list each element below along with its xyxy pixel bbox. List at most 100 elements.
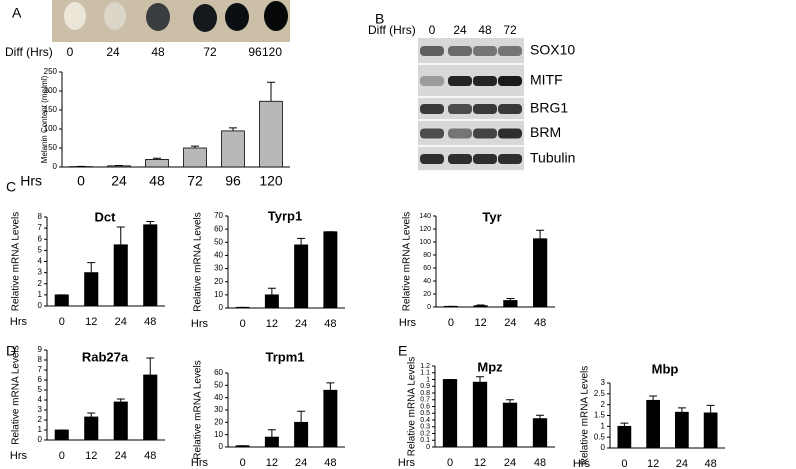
x-tick-label: 24: [676, 458, 688, 469]
pellet: [225, 3, 249, 31]
bar: [703, 412, 718, 449]
bar: [113, 244, 128, 307]
band: [420, 154, 444, 164]
error-bar: [267, 81, 275, 102]
blot-row-label: BRM: [530, 124, 561, 140]
y-tick-label: 6: [38, 234, 43, 243]
x-tick-label: 48: [324, 457, 336, 469]
band: [448, 46, 472, 56]
bar: [54, 294, 69, 307]
chart-title: Mbp: [652, 361, 679, 376]
error-bar: [153, 157, 161, 160]
x-tick-label: 0: [240, 318, 246, 330]
lane-label: 96: [248, 45, 262, 59]
bar: [183, 147, 207, 168]
error-bar: [476, 304, 485, 306]
bar: [145, 158, 169, 168]
y-tick-label: 50: [48, 143, 57, 152]
y-tick-label: 0: [38, 301, 43, 310]
y-tick-label: 120: [419, 226, 431, 233]
lane-label: 24: [453, 23, 467, 37]
y-tick-label: 60: [214, 368, 223, 377]
x-tick-label: 12: [266, 457, 278, 469]
y-tick-label: 0.1: [420, 437, 430, 444]
y-tick-label: 4: [38, 257, 43, 266]
x-tick-label: 0: [240, 457, 246, 469]
error-bar: [476, 376, 484, 383]
y-tick-label: 0: [38, 435, 43, 444]
pellet: [193, 4, 217, 32]
y-axis-label: Relative mRNA Levels: [11, 345, 22, 444]
y-tick-label: 20: [214, 277, 223, 286]
error-bar: [87, 412, 96, 417]
band: [473, 76, 497, 86]
bar: [675, 411, 689, 449]
error-bar: [146, 357, 155, 375]
bar: [84, 416, 99, 441]
error-bar: [297, 410, 306, 423]
y-tick-label: 10: [214, 430, 223, 439]
y-tick-label: 30: [214, 405, 223, 414]
y-tick-label: 7: [38, 365, 43, 374]
lane-label: 48: [478, 23, 492, 37]
chart-title: Mpz: [477, 359, 503, 374]
y-tick-label: 40: [214, 251, 223, 260]
error-bar: [146, 220, 155, 225]
x-tick-label: 48: [144, 316, 156, 328]
y-tick-label: 8: [38, 212, 43, 221]
photo-label: Diff (Hrs): [5, 45, 53, 59]
x-axis-label: Hrs: [399, 317, 417, 329]
bar: [264, 436, 279, 448]
x-tick-label: 0: [621, 458, 627, 469]
error-bar: [620, 422, 629, 427]
y-tick-label: 0.6: [420, 403, 430, 410]
bar: [84, 272, 99, 307]
y-tick-label: 2: [38, 279, 43, 288]
y-tick-label: 4: [38, 395, 43, 404]
y-tick-label: 0: [601, 443, 606, 452]
y-tick-label: 0.5: [594, 432, 606, 441]
lane-label: 24: [106, 45, 120, 59]
band: [448, 154, 472, 164]
y-tick-label: 1: [601, 421, 606, 430]
x-tick-label: 48: [149, 173, 165, 189]
x-axis-label: Hrs: [191, 457, 209, 469]
bar: [54, 429, 69, 441]
y-tick-label: 7: [38, 223, 43, 232]
error-bar: [706, 404, 715, 413]
x-axis-label: Hrs: [20, 173, 42, 189]
bar: [107, 165, 131, 168]
error-bar: [536, 229, 545, 239]
y-tick-label: 0: [426, 444, 430, 451]
y-tick-label: 0.9: [420, 383, 430, 390]
x-tick-label: 0: [59, 450, 65, 462]
y-tick-label: 60: [423, 265, 431, 272]
error-bar: [326, 382, 335, 391]
x-tick-label: 12: [85, 450, 97, 462]
y-tick-label: 1.5: [594, 411, 606, 420]
y-axis-label: Relative mRNA Levels: [193, 212, 204, 311]
chart-title: Rab27a: [82, 349, 129, 364]
y-tick-label: 0: [53, 162, 58, 171]
y-tick-label: 5: [38, 245, 43, 254]
x-tick-label: 12: [266, 318, 278, 330]
y-tick-label: 3: [38, 405, 43, 414]
lane-label: 0: [67, 45, 74, 59]
x-tick-label: 48: [705, 458, 717, 469]
x-tick-label: 24: [115, 450, 127, 462]
bar: [221, 130, 245, 168]
y-tick-label: 40: [214, 393, 223, 402]
lane-label: 48: [151, 45, 165, 59]
bar: [472, 381, 488, 448]
band: [498, 76, 522, 86]
x-tick-label: 0: [447, 457, 453, 469]
error-bar: [116, 226, 125, 245]
panel-letter: A: [12, 5, 22, 21]
y-tick-label: 250: [44, 67, 58, 76]
y-tick-label: 40: [423, 278, 431, 285]
error-bar: [506, 298, 515, 301]
y-axis-label: Relative mRNA Levels: [193, 360, 204, 459]
lane-label: 120: [262, 45, 282, 59]
blot-row-label: Tubulin: [530, 150, 575, 166]
blot-row-label: BRG1: [530, 100, 568, 116]
